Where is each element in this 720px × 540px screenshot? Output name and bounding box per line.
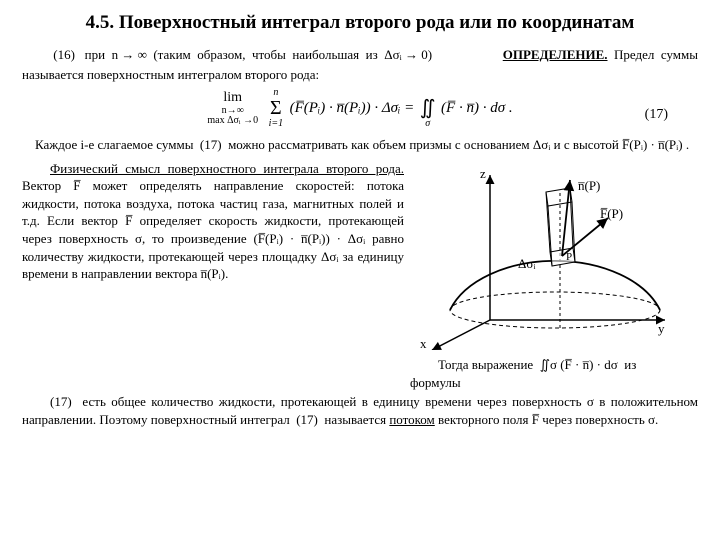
equation-17: lim n→∞ max Δσᵢ →0 n Σ i=1 (F̅(Pᵢ) · n̅(… [22, 88, 698, 130]
then-expression: Тогда выражение ∬σ (F̅ · n̅) · dσ из фор… [410, 357, 636, 390]
physical-meaning-text: Физический смысл поверхностного интеграл… [22, 160, 404, 392]
final-tail: векторного поля F̅ через поверхность σ. [435, 412, 659, 427]
def-left: (16) при n → ∞ (таким образом, чтобы наи… [53, 47, 432, 62]
definition-line-1: (16) при n → ∞ (таким образом, чтобы наи… [22, 46, 698, 64]
surface-flux-diagram: z y x n̅(P) F̅(P) [410, 160, 680, 350]
axis-x-label: x [420, 336, 427, 350]
equation-number: (17) [645, 106, 668, 125]
lim-text: lim [223, 90, 242, 105]
n-vector-label: n̅(P) [577, 178, 600, 193]
axis-z-label: z [480, 166, 486, 181]
axis-y-label: y [658, 321, 665, 336]
P-label: P [566, 251, 572, 263]
eq-mid: (F̅(Pᵢ) · n̅(Pᵢ)) · Δσᵢ = [290, 100, 415, 116]
page-title: 4.5. Поверхностный интеграл второго рода… [22, 10, 698, 36]
def-right: Предел суммы [608, 47, 698, 62]
sum-bot: i=1 [269, 118, 284, 129]
lim-cond-1: n→∞ [222, 105, 244, 116]
definition-word: ОПРЕДЕЛЕНИЕ. [503, 47, 608, 62]
lim-cond-2: max Δσᵢ →0 [207, 115, 258, 126]
final-underlined: потоком [389, 412, 434, 427]
eq-right: (F̅ · n̅) · dσ . [441, 100, 513, 116]
dsigma-label: Δσᵢ [518, 256, 536, 271]
definition-line-2: называется поверхностным интегралом втор… [22, 66, 698, 84]
sum-top: n [273, 87, 278, 98]
int-sub: σ [425, 118, 430, 129]
prism-paragraph: Каждое i-е слагаемое суммы (17) можно ра… [22, 134, 698, 156]
F-vector-label: F̅(P) [600, 206, 623, 221]
phys-body: Вектор F̅ может определять направление с… [22, 178, 404, 281]
dbl-integral: ∬ [420, 97, 436, 119]
phys-heading: Физический смысл поверхностного интеграл… [50, 161, 404, 176]
final-paragraph: (17) есть общее количество жидкости, про… [22, 393, 698, 428]
